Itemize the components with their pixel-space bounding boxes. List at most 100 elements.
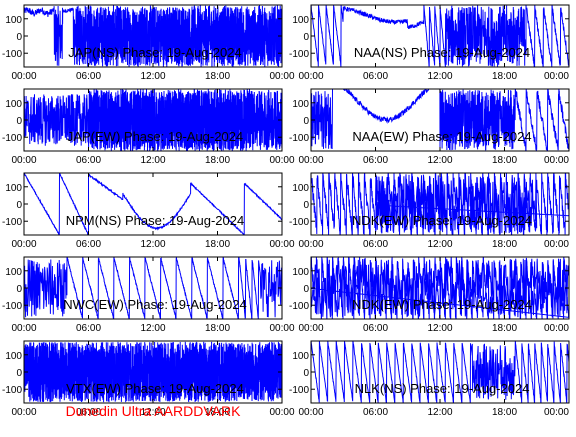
y-tick-label: 100 [292, 267, 309, 278]
panel-title: JAP(EW) Phase: 19-Aug-2024 [67, 129, 243, 144]
x-tick-label: 18:00 [492, 323, 517, 334]
y-tick-label: -100 [289, 385, 309, 396]
y-tick-label: 0 [303, 284, 309, 295]
x-tick-label: 06:00 [76, 71, 101, 82]
y-tick-label: 0 [303, 368, 309, 379]
phase-trace [311, 257, 569, 319]
panel-title: NDK(EW) Phase: 19-Aug-2024 [352, 297, 532, 312]
x-tick-label: 06:00 [76, 239, 101, 250]
x-tick-label: 06:00 [363, 155, 388, 166]
phase-panel: 100 0 -100 00:00 06:00 12:00 18:00 00:00 NPM(NS)… [2, 172, 295, 250]
phase-trace [24, 173, 282, 235]
x-tick-label: 06:00 [363, 407, 388, 418]
panel-title: JAP(NS) Phase: 19-Aug-2024 [68, 45, 241, 60]
x-tick-label: 00:00 [544, 71, 569, 82]
x-tick-label: 06:00 [76, 323, 101, 334]
phase-panel: 100 0 -100 00:00 06:00 12:00 18:00 00:00 VTX(EW)… [2, 340, 295, 418]
x-tick-label: 00:00 [298, 239, 323, 250]
x-tick-label: 12:00 [140, 71, 165, 82]
panel-title: NLK(NS) Phase: 19-Aug-2024 [355, 381, 530, 396]
x-tick-label: 18:00 [492, 407, 517, 418]
y-tick-label: 0 [16, 32, 22, 43]
phase-panel: 100 0 -100 00:00 06:00 12:00 18:00 00:00 NAA(NS)… [289, 4, 570, 82]
phase-trace [24, 257, 282, 319]
phase-panel: 100 0 -100 00:00 06:00 12:00 18:00 00:00 JAP(EW)… [2, 88, 295, 166]
x-tick-label: 18:00 [492, 71, 517, 82]
x-tick-label: 00:00 [11, 155, 36, 166]
x-tick-label: 00:00 [298, 323, 323, 334]
y-tick-label: 100 [292, 351, 309, 362]
panel-title: NAA(EW) Phase: 19-Aug-2024 [352, 129, 531, 144]
x-tick-label: 00:00 [544, 407, 569, 418]
x-tick-label: 12:00 [427, 239, 452, 250]
phase-panel: 100 0 -100 00:00 06:00 12:00 18:00 00:00 NLK(NS)… [289, 340, 570, 418]
y-tick-label: 100 [5, 15, 22, 26]
x-tick-label: 12:00 [140, 155, 165, 166]
phase-trace [24, 89, 282, 151]
x-tick-label: 12:00 [140, 323, 165, 334]
x-tick-label: 00:00 [544, 155, 569, 166]
x-tick-label: 00:00 [269, 155, 294, 166]
y-tick-label: 0 [16, 200, 22, 211]
panel-title: NPM(NS) Phase: 19-Aug-2024 [66, 213, 244, 228]
y-tick-label: -100 [2, 217, 22, 228]
x-tick-label: 00:00 [544, 323, 569, 334]
phase-trace [24, 341, 282, 403]
y-tick-label: 0 [303, 200, 309, 211]
y-tick-label: 0 [16, 116, 22, 127]
x-tick-label: 00:00 [298, 71, 323, 82]
y-tick-label: 100 [292, 15, 309, 26]
x-tick-label: 12:00 [427, 407, 452, 418]
x-tick-label: 18:00 [205, 71, 230, 82]
x-tick-label: 18:00 [492, 239, 517, 250]
phase-trace [311, 89, 569, 151]
x-tick-label: 12:00 [140, 239, 165, 250]
phase-trace [24, 5, 282, 67]
panel-title: NDK(EW) Phase: 19-Aug-2024 [352, 213, 532, 228]
x-tick-label: 00:00 [11, 239, 36, 250]
panel-title: VTX(EW) Phase: 19-Aug-2024 [66, 381, 244, 396]
y-tick-label: -100 [2, 49, 22, 60]
y-tick-label: 100 [292, 183, 309, 194]
x-tick-label: 18:00 [492, 155, 517, 166]
x-tick-label: 12:00 [427, 71, 452, 82]
x-tick-label: 06:00 [76, 155, 101, 166]
x-tick-label: 12:00 [427, 323, 452, 334]
y-tick-label: 0 [303, 116, 309, 127]
phase-panel: 100 0 -100 00:00 06:00 12:00 18:00 00:00 NDK(EW)… [289, 256, 570, 334]
x-tick-label: 00:00 [269, 407, 294, 418]
x-tick-label: 12:00 [427, 155, 452, 166]
y-tick-label: -100 [2, 385, 22, 396]
x-tick-label: 00:00 [298, 407, 323, 418]
y-tick-label: 100 [292, 99, 309, 110]
y-tick-label: -100 [289, 301, 309, 312]
phase-panel: 100 0 -100 00:00 06:00 12:00 18:00 00:00 NWC(EW)… [2, 256, 295, 334]
x-tick-label: 00:00 [269, 71, 294, 82]
y-tick-label: -100 [2, 133, 22, 144]
phase-panel: 100 0 -100 00:00 06:00 12:00 18:00 00:00 NAA(EW)… [289, 88, 570, 166]
y-tick-label: 0 [303, 32, 309, 43]
x-tick-label: 06:00 [76, 407, 101, 418]
x-tick-label: 00:00 [11, 71, 36, 82]
x-tick-label: 06:00 [363, 323, 388, 334]
phase-panel: 100 0 -100 00:00 06:00 12:00 18:00 00:00 JAP(NS)… [2, 4, 295, 82]
x-tick-label: 18:00 [205, 323, 230, 334]
y-tick-label: 0 [16, 284, 22, 295]
x-tick-label: 12:00 [140, 407, 165, 418]
y-tick-label: 100 [5, 351, 22, 362]
credit-label: Dunedin Ultra AARDDVARK [65, 403, 241, 419]
y-tick-label: 100 [5, 99, 22, 110]
x-tick-label: 00:00 [11, 323, 36, 334]
y-tick-label: 100 [5, 183, 22, 194]
phase-trace [311, 173, 569, 235]
x-tick-label: 00:00 [269, 239, 294, 250]
panel-title: NWC(EW) Phase: 19-Aug-2024 [63, 297, 247, 312]
x-tick-label: 00:00 [298, 155, 323, 166]
x-tick-label: 18:00 [205, 155, 230, 166]
x-tick-label: 00:00 [544, 239, 569, 250]
y-tick-label: -100 [289, 133, 309, 144]
y-tick-label: -100 [2, 301, 22, 312]
y-tick-label: 0 [16, 368, 22, 379]
x-tick-label: 18:00 [205, 239, 230, 250]
